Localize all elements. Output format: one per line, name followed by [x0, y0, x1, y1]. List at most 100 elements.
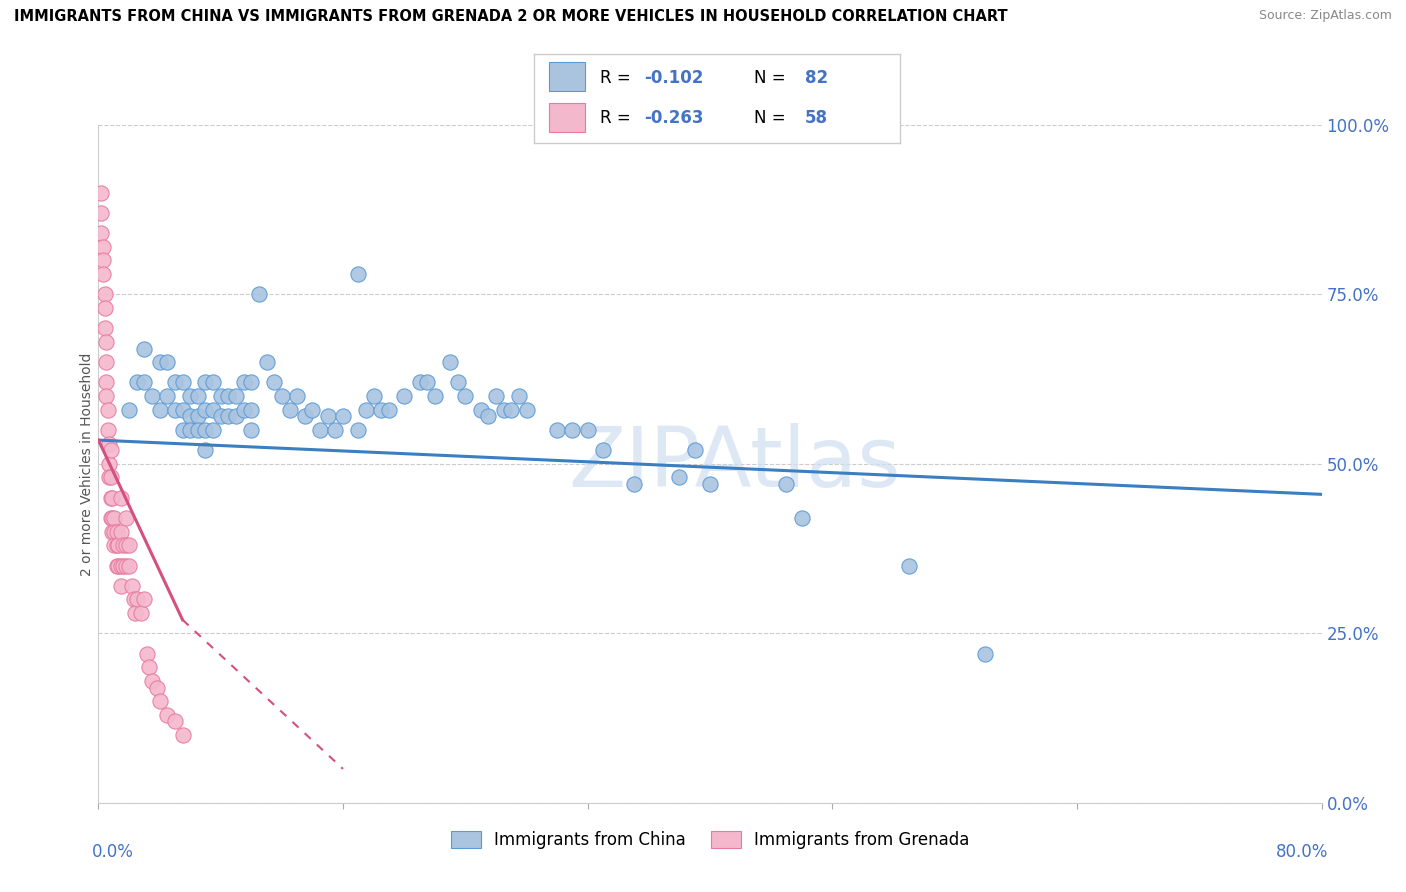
Point: [125, 592, 148, 607]
Point: [100, 511, 122, 525]
Point: [354, 402, 377, 417]
Point: [179, 423, 201, 437]
Point: [256, 355, 278, 369]
Point: [94, 334, 117, 349]
Text: N =: N =: [754, 109, 790, 127]
Point: [202, 423, 225, 437]
Point: [347, 267, 370, 281]
Point: [294, 409, 316, 424]
Point: [91, 253, 114, 268]
Point: [508, 389, 530, 403]
Point: [172, 402, 194, 417]
Point: [90, 227, 112, 241]
Point: [91, 267, 114, 281]
Point: [263, 376, 285, 390]
Point: [105, 524, 128, 539]
Point: [194, 443, 217, 458]
Point: [561, 423, 583, 437]
Point: [93, 321, 115, 335]
Point: [103, 511, 125, 525]
Point: [699, 477, 721, 491]
Point: [118, 402, 141, 417]
Point: [156, 707, 179, 722]
Point: [501, 402, 523, 417]
Point: [172, 728, 194, 742]
Point: [668, 470, 690, 484]
Point: [121, 579, 143, 593]
Point: [105, 558, 128, 573]
Point: [247, 287, 270, 301]
Legend: Immigrants from China, Immigrants from Grenada: Immigrants from China, Immigrants from G…: [444, 824, 976, 855]
Point: [240, 402, 263, 417]
Point: [270, 389, 292, 403]
Point: [98, 470, 121, 484]
Bar: [548, 62, 585, 91]
Point: [592, 443, 614, 458]
Point: [416, 376, 439, 390]
Point: [576, 423, 599, 437]
Point: [97, 402, 120, 417]
Point: [103, 538, 125, 552]
Point: [110, 558, 132, 573]
Point: [897, 558, 920, 573]
Point: [332, 409, 354, 424]
Point: [134, 592, 156, 607]
Point: [156, 355, 179, 369]
Point: [363, 389, 385, 403]
Point: [378, 402, 401, 417]
Point: [439, 355, 461, 369]
Point: [110, 524, 132, 539]
Point: [145, 681, 167, 695]
Point: [149, 402, 172, 417]
Point: [100, 443, 122, 458]
Point: [232, 402, 254, 417]
Point: [423, 389, 446, 403]
Point: [129, 606, 152, 620]
Point: [546, 423, 568, 437]
Point: [316, 409, 339, 424]
Point: [100, 470, 122, 484]
Point: [115, 558, 138, 573]
Point: [172, 376, 194, 390]
Text: 80.0%: 80.0%: [1275, 844, 1327, 862]
Point: [225, 409, 247, 424]
Point: [110, 491, 132, 505]
Point: [187, 389, 209, 403]
Point: [110, 579, 132, 593]
Point: [477, 409, 499, 424]
Point: [163, 376, 186, 390]
Point: [141, 673, 163, 688]
Point: [111, 558, 134, 573]
Point: [93, 287, 115, 301]
Point: [285, 389, 308, 403]
Point: [240, 376, 263, 390]
Text: ZIPAtlas: ZIPAtlas: [568, 424, 901, 504]
Point: [485, 389, 508, 403]
Point: [100, 491, 122, 505]
Point: [217, 409, 239, 424]
Point: [136, 647, 159, 661]
Point: [107, 558, 129, 573]
Point: [94, 389, 117, 403]
Point: [209, 409, 232, 424]
Point: [101, 491, 124, 505]
Point: [278, 402, 301, 417]
Point: [172, 423, 194, 437]
Point: [94, 355, 117, 369]
Point: [107, 538, 129, 552]
Point: [217, 389, 239, 403]
Point: [202, 402, 225, 417]
Point: [516, 402, 538, 417]
Point: [347, 423, 370, 437]
Point: [225, 389, 247, 403]
Point: [470, 402, 492, 417]
Text: -0.263: -0.263: [644, 109, 703, 127]
Point: [91, 240, 114, 254]
Point: [232, 376, 254, 390]
Point: [156, 389, 179, 403]
Point: [138, 660, 160, 674]
Point: [454, 389, 477, 403]
Point: [202, 376, 225, 390]
Point: [194, 402, 217, 417]
Point: [101, 511, 124, 525]
